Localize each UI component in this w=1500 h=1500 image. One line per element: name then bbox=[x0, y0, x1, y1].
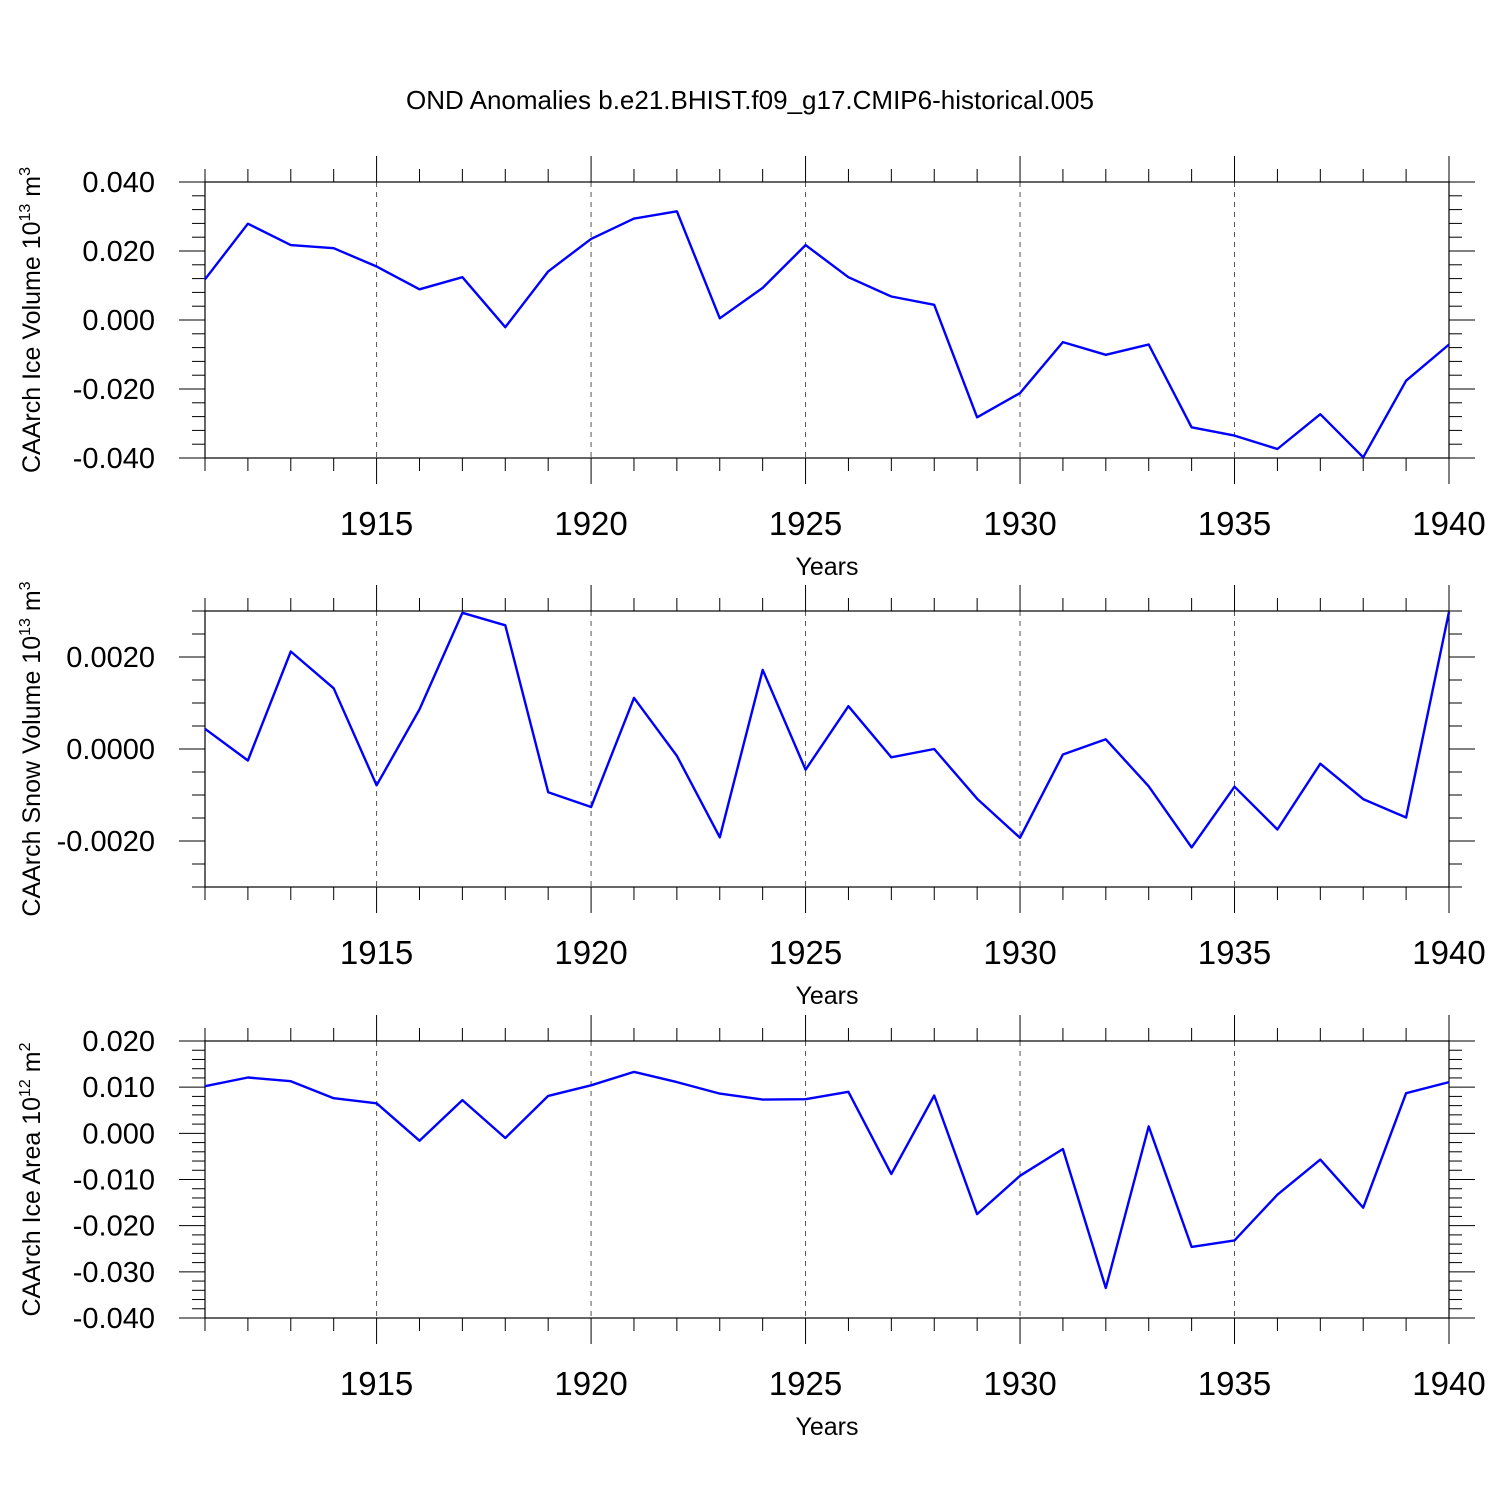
x-tick-label: 1915 bbox=[340, 1365, 413, 1402]
y-tick-label: -0.010 bbox=[73, 1165, 155, 1197]
y-axis-label-exponent: 13 bbox=[17, 618, 34, 636]
y-tick-label: 0.020 bbox=[82, 1026, 155, 1058]
y-tick-label: -0.020 bbox=[73, 1211, 155, 1243]
x-tick-label: 1920 bbox=[554, 505, 627, 542]
y-axis-label: CAArch Ice Volume 1013 m3 bbox=[17, 167, 46, 473]
y-tick-label: 0.000 bbox=[82, 305, 155, 337]
y-tick-label: 0.0020 bbox=[66, 642, 155, 674]
y-axis-label: CAArch Ice Area 1012 m2 bbox=[17, 1042, 46, 1316]
y-axis-label-unit-exponent: 3 bbox=[17, 167, 34, 176]
y-tick-label: -0.040 bbox=[73, 443, 155, 475]
x-axis-label: Years bbox=[795, 982, 858, 1010]
series-line bbox=[204, 611, 1451, 849]
x-tick-label: 1935 bbox=[1198, 505, 1271, 542]
x-tick-label: 1925 bbox=[769, 505, 842, 542]
ice-volume-panel: 0.040 0.020 0.000 -0.020 -0.040 1915 1920 1925 1… bbox=[17, 156, 1486, 581]
chart-title: OND Anomalies b.e21.BHIST.f09_g17.CMIP6-… bbox=[406, 85, 1094, 115]
y-axis-label-text: CAArch Ice Volume 10 bbox=[18, 221, 46, 473]
x-tick-label: 1925 bbox=[769, 934, 842, 971]
x-tick-label: 1920 bbox=[554, 934, 627, 971]
x-tick-label: 1935 bbox=[1198, 934, 1271, 971]
y-axis-label-unit: m bbox=[18, 176, 46, 204]
y-tick-label: 0.010 bbox=[82, 1072, 155, 1104]
y-axis-label-exponent: 13 bbox=[17, 204, 34, 222]
x-tick-label: 1930 bbox=[983, 934, 1056, 971]
y-axis-label: CAArch Snow Volume 1013 m3 bbox=[17, 581, 46, 916]
y-axis-label-unit: m bbox=[18, 590, 46, 618]
series-line bbox=[204, 210, 1450, 459]
x-tick-label: 1940 bbox=[1412, 505, 1485, 542]
plot-frame bbox=[204, 181, 1450, 459]
x-tick-label: 1935 bbox=[1198, 1365, 1271, 1402]
plot-frame bbox=[204, 610, 1450, 888]
y-tick-label: 0.040 bbox=[82, 167, 155, 199]
x-tick-label: 1915 bbox=[340, 934, 413, 971]
x-tick-label: 1925 bbox=[769, 1365, 842, 1402]
y-axis-label-text: CAArch Snow Volume 10 bbox=[18, 636, 46, 917]
y-tick-label: -0.0020 bbox=[57, 826, 155, 858]
y-tick-label: -0.040 bbox=[73, 1303, 155, 1335]
snow-volume-panel: 0.0020 0.0000 -0.0020 1915 1920 1925 1930 1935 1… bbox=[17, 581, 1486, 1010]
x-axis-label: Years bbox=[795, 1413, 858, 1441]
y-axis-label-unit-exponent: 2 bbox=[17, 1042, 34, 1051]
x-tick-label: 1940 bbox=[1412, 1365, 1485, 1402]
ice-area-panel: 0.020 0.010 0.000 -0.010 -0.020 -0.030 -0.040 1… bbox=[17, 1015, 1486, 1441]
y-tick-label: -0.020 bbox=[73, 374, 155, 406]
x-tick-label: 1940 bbox=[1412, 934, 1485, 971]
x-tick-label: 1930 bbox=[983, 1365, 1056, 1402]
x-tick-label: 1915 bbox=[340, 505, 413, 542]
y-tick-label: 0.000 bbox=[82, 1118, 155, 1150]
y-tick-label: -0.030 bbox=[73, 1257, 155, 1289]
y-tick-label: 0.0000 bbox=[66, 734, 155, 766]
y-axis-label-unit: m bbox=[18, 1051, 46, 1079]
series-line bbox=[204, 1070, 1450, 1290]
x-axis-label: Years bbox=[795, 553, 858, 581]
y-axis-label-unit-exponent: 3 bbox=[17, 581, 34, 590]
y-axis-label-exponent: 12 bbox=[17, 1079, 34, 1097]
x-tick-label: 1920 bbox=[554, 1365, 627, 1402]
x-tick-label: 1930 bbox=[983, 505, 1056, 542]
y-axis-label-text: CAArch Ice Area 10 bbox=[18, 1097, 46, 1317]
y-tick-label: 0.020 bbox=[82, 236, 155, 268]
plot-frame bbox=[204, 1040, 1450, 1319]
